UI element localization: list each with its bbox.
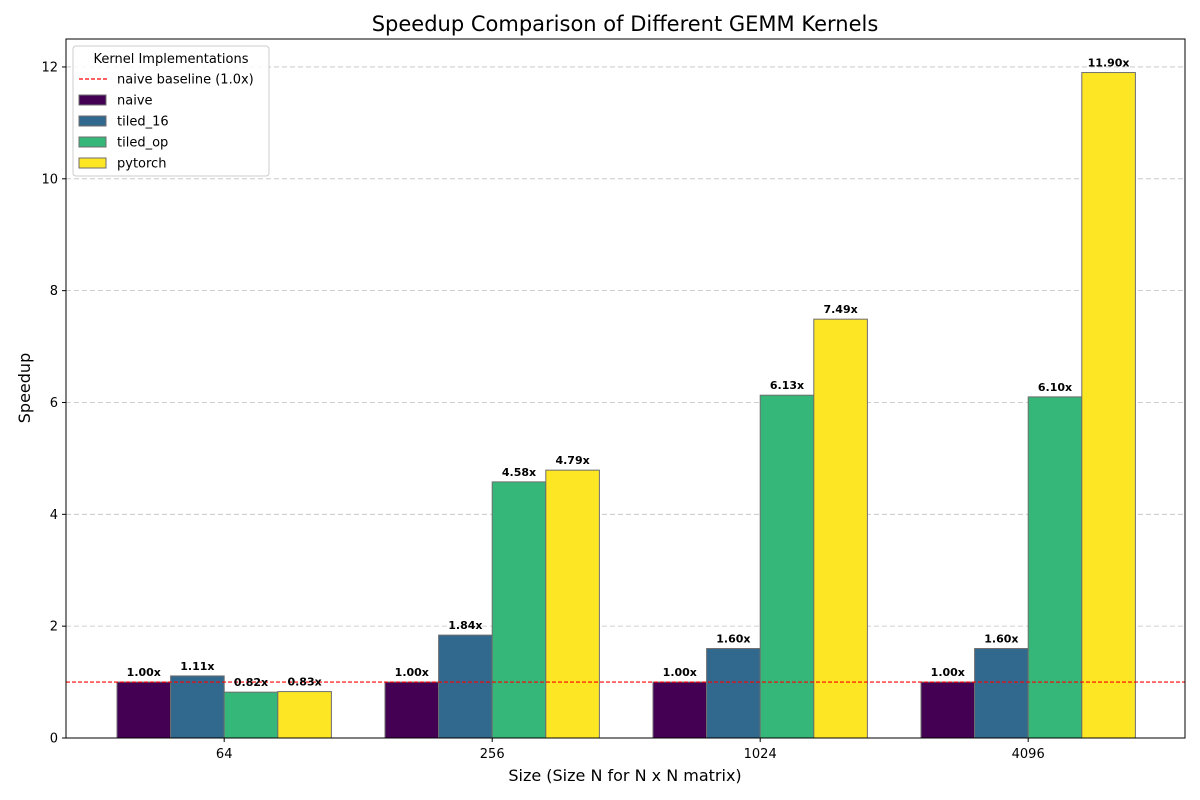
bar-tiled_16-4096 [974, 648, 1029, 739]
data-label: 1.00x [127, 666, 161, 679]
bar-tiled_op-64 [223, 691, 279, 739]
legend-box [72, 45, 270, 177]
y-axis-label: Speedup [15, 353, 34, 423]
legend-label-baseline: naive baseline (1.0x) [117, 73, 254, 88]
legend-title: Kernel Implementations [94, 52, 249, 67]
y-axis-ticks: 0 2 4 6 8 10 12 [41, 60, 66, 747]
bar-pytorch-1024 [813, 318, 868, 739]
legend-swatch-tiled_op [78, 136, 107, 148]
data-label: 1.00x [931, 666, 965, 679]
bar-tiled_16-256 [438, 634, 493, 739]
y-tick-label: 10 [41, 172, 58, 187]
data-label: 1.11x [180, 660, 214, 673]
bar-tiled_op-256 [491, 481, 547, 739]
x-tick-label: 64 [216, 747, 233, 762]
legend: Kernel Implementations naive baseline (1… [72, 45, 270, 177]
data-label: 1.60x [716, 633, 750, 646]
y-tick-label: 2 [50, 620, 58, 635]
bar-pytorch-64 [277, 691, 332, 739]
plot-frame [65, 38, 1186, 739]
data-labels: 1.00x 1.00x 1.00x 1.00x 1.11x 1.84x 1.60x 1.60x… [127, 57, 1130, 690]
bar-tiled_op-4096 [1027, 396, 1083, 739]
data-label: 11.90x [1088, 57, 1130, 70]
data-label: 6.13x [770, 379, 804, 392]
bar-tiled_op-1024 [759, 394, 815, 739]
y-tick-label: 8 [50, 284, 58, 299]
legend-label-tiled_16: tiled_16 [117, 115, 169, 130]
bar-naive-256 [384, 681, 440, 739]
data-label: 1.00x [663, 666, 697, 679]
legend-label-pytorch: pytorch [117, 157, 166, 172]
legend-label-tiled_op: tiled_op [117, 136, 168, 151]
data-label: 1.84x [448, 619, 482, 632]
bar-naive-1024 [652, 681, 708, 739]
data-label: 0.83x [287, 676, 321, 689]
legend-swatch-pytorch [78, 157, 107, 169]
bar-tiled_16-64 [170, 675, 225, 739]
data-label: 0.82x [234, 676, 268, 689]
bar-naive-4096 [920, 681, 976, 739]
x-axis-ticks: 64 256 1024 4096 [216, 738, 1045, 762]
y-tick-label: 0 [50, 732, 58, 747]
y-tick-label: 4 [50, 508, 58, 523]
y-tick-label: 12 [41, 60, 58, 75]
data-label: 4.79x [555, 454, 589, 467]
x-axis-label: Size (Size N for N x N matrix) [508, 766, 741, 785]
data-label: 7.49x [823, 303, 857, 316]
legend-label-naive: naive [117, 94, 153, 109]
data-label: 1.00x [395, 666, 429, 679]
data-label: 4.58x [502, 466, 536, 479]
bar-naive-64 [116, 681, 172, 739]
data-label: 6.10x [1038, 381, 1072, 394]
bar-tiled_16-1024 [706, 648, 761, 739]
y-tick-label: 6 [50, 396, 58, 411]
x-tick-label: 256 [480, 747, 505, 762]
chart-title: Speedup Comparison of Different GEMM Ker… [372, 12, 879, 36]
legend-swatch-tiled_16 [78, 115, 107, 127]
x-tick-label: 1024 [744, 747, 777, 762]
bar-pytorch-4096 [1081, 72, 1136, 739]
data-label: 1.60x [984, 633, 1018, 646]
legend-swatch-naive [78, 94, 107, 106]
bars [116, 72, 1136, 739]
x-tick-label: 4096 [1012, 747, 1045, 762]
bar-pytorch-256 [545, 469, 600, 739]
